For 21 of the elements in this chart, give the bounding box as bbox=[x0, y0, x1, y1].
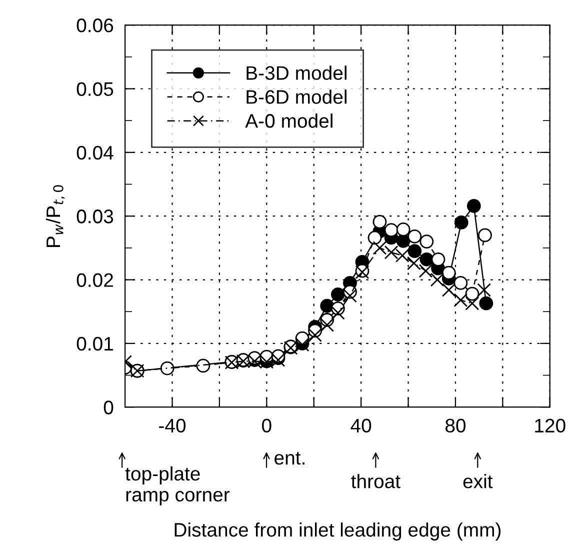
y-tick-label: 0.01 bbox=[76, 336, 113, 351]
text: top-plate ramp corner bbox=[125, 466, 230, 506]
x-tick-label: -40 bbox=[159, 418, 186, 433]
x-tick-label: 120 bbox=[535, 418, 566, 433]
x-tick-label: 80 bbox=[446, 418, 466, 433]
text: throat bbox=[351, 474, 400, 488]
text: exit bbox=[463, 474, 493, 488]
y-axis-title: P$_{w}$/P$_{t,0}$ bbox=[46, 185, 65, 247]
y-tick-label: 0.04 bbox=[76, 146, 114, 160]
y-tick-label: 0.06 bbox=[76, 18, 114, 32]
legend-label: A-0 model bbox=[245, 114, 332, 128]
legend-label: B-6D model bbox=[246, 90, 346, 104]
y-tick-label: 0 bbox=[104, 400, 114, 414]
y-tick-label: 0.05 bbox=[76, 82, 114, 96]
text: ent. bbox=[274, 452, 304, 465]
x-tick-label: 0 bbox=[262, 418, 272, 433]
x-tick-label: 40 bbox=[350, 418, 372, 433]
y-tick-label: 0.03 bbox=[76, 210, 114, 224]
legend-label: B-3D model bbox=[246, 66, 346, 80]
y-tick-label: 0.02 bbox=[76, 273, 113, 288]
x-axis-title: Distance from inlet leading edge (mm) bbox=[174, 522, 501, 541]
